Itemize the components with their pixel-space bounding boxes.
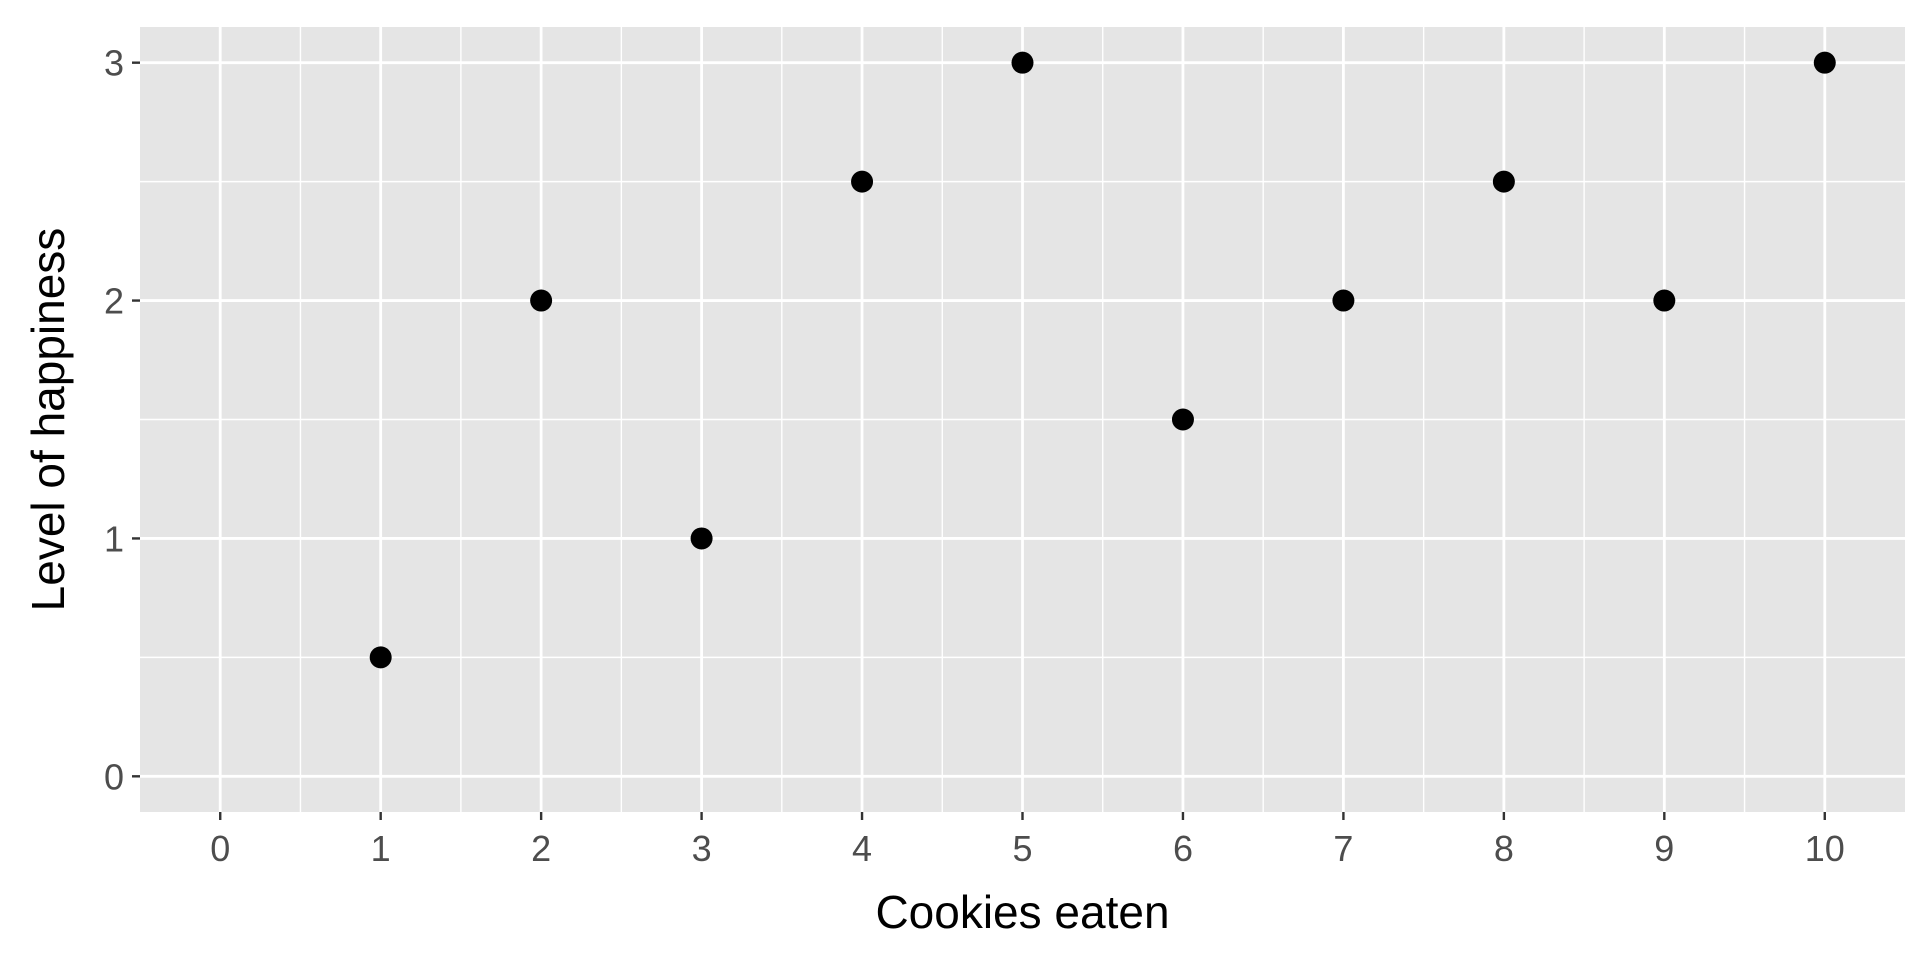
y-tick-label: 3 — [104, 43, 124, 84]
data-point — [851, 170, 874, 193]
data-point — [1813, 51, 1836, 74]
data-point — [1171, 408, 1194, 431]
x-tick-label: 0 — [210, 828, 230, 869]
x-tick-label: 7 — [1333, 828, 1353, 869]
x-tick-label: 4 — [852, 828, 872, 869]
y-tick-label: 1 — [104, 518, 124, 559]
data-point — [369, 646, 392, 669]
data-point — [1011, 51, 1034, 74]
x-tick-label: 10 — [1805, 828, 1845, 869]
x-tick-label: 6 — [1173, 828, 1193, 869]
data-point — [1492, 170, 1515, 193]
x-axis: 0 1 2 3 4 5 6 7 8 9 10 — [210, 812, 1845, 869]
x-tick-label: 9 — [1654, 828, 1674, 869]
y-axis: 0 1 2 3 — [104, 43, 140, 797]
x-tick-label: 5 — [1012, 828, 1032, 869]
y-tick-label: 2 — [104, 281, 124, 322]
data-point — [530, 289, 553, 312]
x-tick-label: 2 — [531, 828, 551, 869]
x-tick-label: 3 — [692, 828, 712, 869]
y-axis-title: Level of happiness — [22, 228, 74, 612]
x-tick-label: 8 — [1494, 828, 1514, 869]
data-point — [690, 527, 713, 550]
y-tick-label: 0 — [104, 756, 124, 797]
data-points — [369, 51, 1836, 669]
data-point — [1653, 289, 1676, 312]
x-axis-title: Cookies eaten — [875, 886, 1169, 938]
data-point — [1332, 289, 1355, 312]
x-tick-label: 1 — [371, 828, 391, 869]
